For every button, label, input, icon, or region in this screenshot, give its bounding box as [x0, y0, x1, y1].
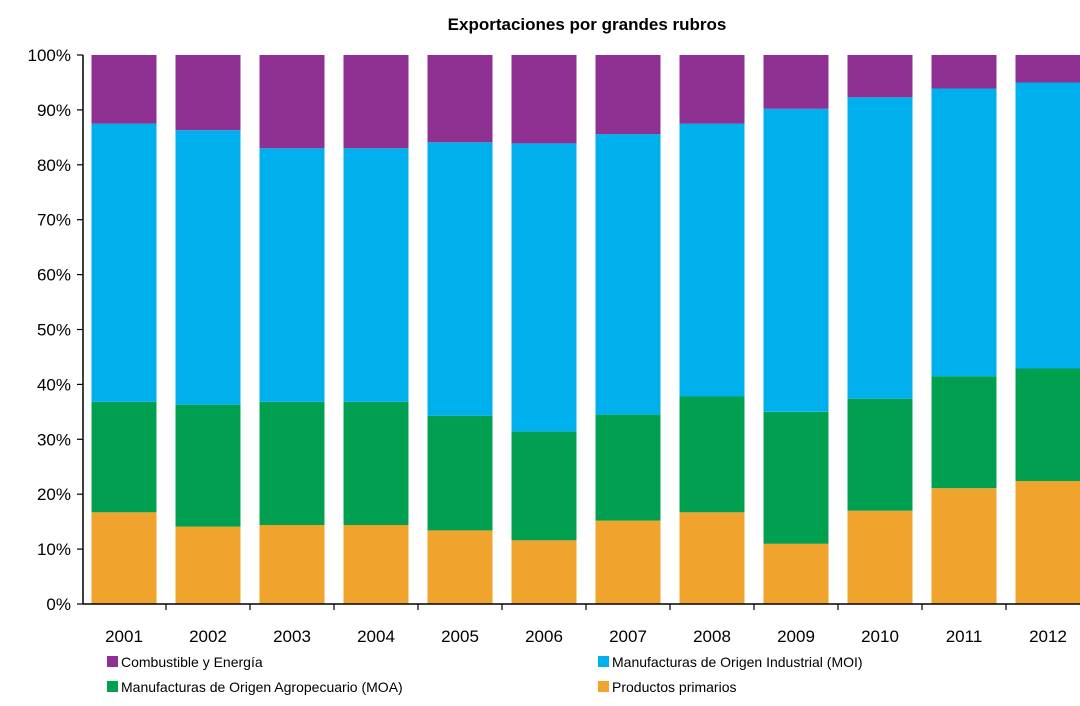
bar-segment-2011-s3	[932, 55, 997, 89]
bar-segment-2001-s1	[92, 402, 157, 512]
bar-segment-2004-s0	[344, 525, 409, 604]
x-tick-label: 2005	[441, 627, 479, 646]
x-tick-label: 2011	[946, 627, 983, 646]
x-tick-label: 2007	[609, 627, 647, 646]
y-tick-label: 0%	[46, 595, 71, 614]
x-tick-label: 2004	[357, 627, 395, 646]
legend-label: Productos primarios	[612, 679, 737, 695]
bar-segment-2009-s3	[764, 55, 829, 109]
bar-segment-2007-s2	[596, 134, 661, 415]
bar-segment-2010-s0	[848, 511, 913, 604]
legend-swatch	[598, 681, 609, 692]
bar-segment-2012-s1	[1016, 369, 1080, 482]
legend-swatch	[107, 681, 118, 692]
y-tick-label: 50%	[37, 321, 71, 340]
bar-segment-2012-s2	[1016, 83, 1080, 369]
x-tick-label: 2002	[189, 627, 227, 646]
bar-segment-2008-s2	[680, 124, 745, 397]
legend-swatch	[107, 656, 118, 667]
bar-segment-2004-s2	[344, 148, 409, 402]
y-tick-label: 60%	[37, 266, 71, 285]
bar-segment-2003-s1	[260, 402, 325, 525]
bar-segment-2008-s3	[680, 55, 745, 124]
bar-segment-2005-s0	[428, 530, 493, 604]
bar-segment-2003-s3	[260, 55, 325, 148]
y-tick-label: 80%	[37, 156, 71, 175]
bar-segment-2006-s1	[512, 432, 577, 541]
y-tick-label: 20%	[37, 485, 71, 504]
x-tick-label: 2001	[105, 627, 143, 646]
bar-segment-2010-s2	[848, 97, 913, 398]
bar-segment-2004-s3	[344, 55, 409, 148]
x-tick-label: 2012	[1029, 627, 1067, 646]
x-tick-label: 2003	[273, 627, 311, 646]
bar-segment-2008-s1	[680, 397, 745, 513]
bar-segment-2001-s0	[92, 512, 157, 604]
x-tick-label: 2010	[861, 627, 899, 646]
chart-title: Exportaciones por grandes rubros	[448, 15, 727, 34]
y-tick-label: 30%	[37, 430, 71, 449]
bar-segment-2001-s3	[92, 55, 157, 124]
x-tick-label: 2009	[777, 627, 815, 646]
legend-swatch	[598, 656, 609, 667]
legend: Combustible y Energía Manufacturas de Ori…	[107, 654, 863, 695]
bar-segment-2011-s2	[932, 89, 997, 377]
y-tick-label: 10%	[37, 540, 71, 559]
y-tick-label: 100%	[28, 46, 71, 65]
bar-segment-2007-s3	[596, 55, 661, 134]
bar-segment-2010-s3	[848, 55, 913, 97]
bar-segment-2010-s1	[848, 399, 913, 511]
bar-segment-2009-s1	[764, 412, 829, 544]
bar-segment-2011-s0	[932, 488, 997, 604]
bar-segment-2005-s1	[428, 416, 493, 531]
x-tick-label: 2008	[693, 627, 731, 646]
legend-label: Manufacturas de Origen Agropecuario (MOA…	[121, 679, 403, 695]
bar-segment-2009-s0	[764, 544, 829, 604]
bar-segment-2006-s0	[512, 540, 577, 604]
legend-label: Combustible y Energía	[121, 654, 263, 670]
bar-segment-2007-s0	[596, 521, 661, 604]
bar-segment-2002-s0	[176, 527, 241, 604]
bar-segment-2002-s2	[176, 130, 241, 405]
bar-segment-2007-s1	[596, 415, 661, 521]
bar-segment-2003-s0	[260, 525, 325, 604]
bar-segment-2012-s0	[1016, 481, 1080, 604]
bar-segment-2006-s2	[512, 143, 577, 431]
y-tick-label: 70%	[37, 211, 71, 230]
bar-segment-2002-s1	[176, 405, 241, 527]
legend-label: Manufacturas de Origen Industrial (MOI)	[612, 654, 863, 670]
bar-segment-2006-s3	[512, 55, 577, 143]
y-tick-label: 90%	[37, 101, 71, 120]
bar-segment-2005-s2	[428, 142, 493, 415]
bar-segment-2001-s2	[92, 124, 157, 402]
bar-segment-2011-s1	[932, 376, 997, 488]
bar-segment-2003-s2	[260, 148, 325, 402]
x-tick-label: 2006	[525, 627, 563, 646]
bar-segment-2012-s3	[1016, 55, 1080, 83]
bar-segment-2005-s3	[428, 55, 493, 142]
bar-segment-2002-s3	[176, 55, 241, 130]
bar-segment-2004-s1	[344, 402, 409, 525]
bars-layer	[92, 55, 1080, 604]
bar-segment-2009-s2	[764, 109, 829, 412]
y-tick-label: 40%	[37, 375, 71, 394]
bar-segment-2008-s0	[680, 512, 745, 604]
